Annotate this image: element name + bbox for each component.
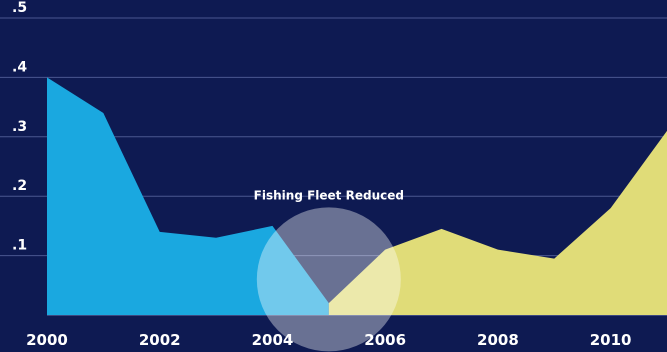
area-series-1 bbox=[47, 77, 329, 316]
y-axis-ticks: .1 .2 .3 .4 .5 bbox=[12, 0, 27, 254]
x-tick-label: 2010 bbox=[590, 331, 632, 349]
y-tick-label: .1 bbox=[12, 238, 27, 254]
y-tick-label: .4 bbox=[12, 59, 27, 75]
annotation: Fishing Fleet Reduced bbox=[254, 188, 404, 352]
x-tick-label: 2004 bbox=[252, 331, 294, 349]
x-tick-label: 2000 bbox=[26, 331, 68, 349]
x-tick-label: 2008 bbox=[477, 331, 519, 349]
y-tick-label: .5 bbox=[12, 0, 27, 16]
fishing-fleet-reduced-label: Fishing Fleet Reduced bbox=[254, 188, 404, 202]
fishing-fleet-reduced-marker bbox=[256, 207, 401, 352]
x-tick-label: 2006 bbox=[364, 331, 406, 349]
x-axis-ticks: 2000 2002 2004 2006 2008 2010 bbox=[26, 331, 631, 349]
area-series-2 bbox=[328, 130, 667, 315]
x-tick-label: 2002 bbox=[139, 331, 181, 349]
area-series bbox=[47, 77, 667, 316]
y-tick-label: .2 bbox=[12, 178, 27, 194]
y-tick-label: .3 bbox=[12, 119, 27, 135]
